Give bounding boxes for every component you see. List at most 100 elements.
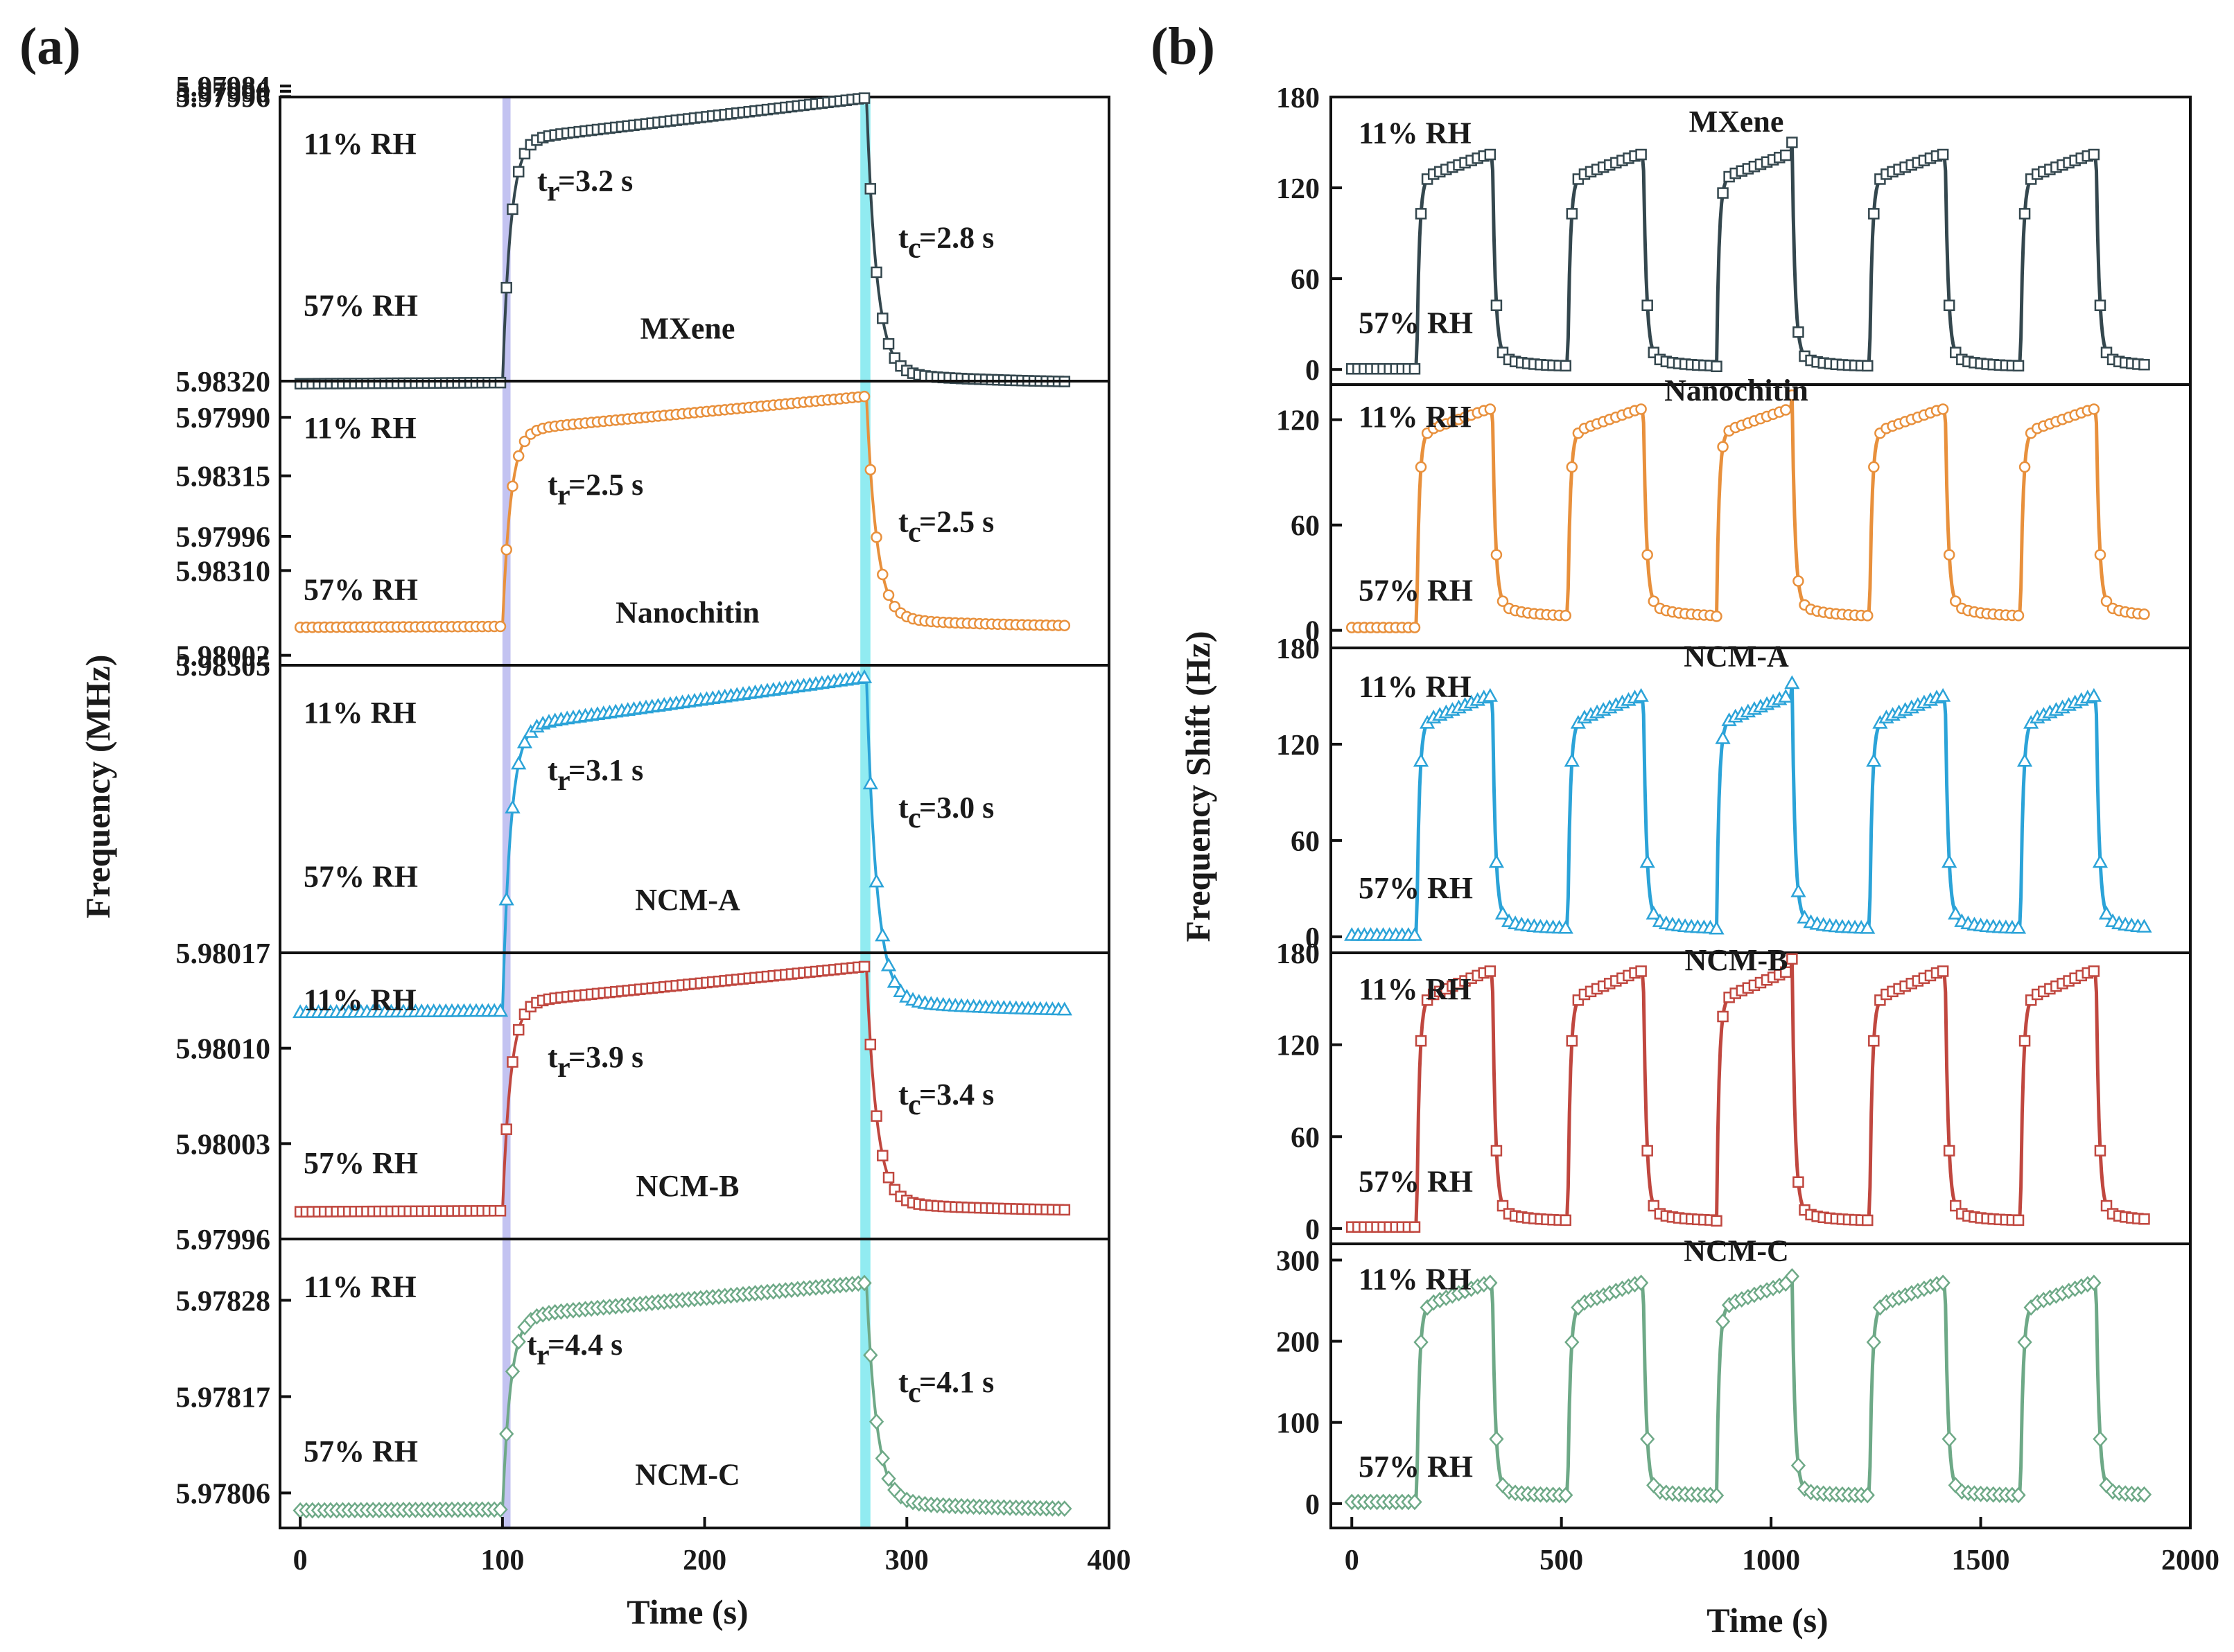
panel-b-data-point [1709, 1487, 1725, 1504]
panel-b-y-tick-label: 0 [1305, 355, 1320, 387]
panel-a-data-point [507, 203, 518, 216]
tr-subscript: r [557, 765, 570, 797]
tc-subscript: c [908, 1089, 921, 1121]
tc-subscript: c [908, 516, 921, 548]
tr-label: t [537, 164, 548, 197]
panel-a-data-point [494, 1205, 507, 1217]
tr-value: =3.2 s [558, 164, 633, 197]
panel-b-data-point [1483, 1274, 1498, 1292]
panel-b-data-point [1868, 208, 1880, 220]
panel-b-data-point [1941, 854, 1957, 868]
panel-a-data-point [877, 568, 889, 581]
panel-b-data-point [1792, 1176, 1804, 1188]
panel-b-data-point [1943, 299, 1955, 311]
panel-b-data-point [1482, 687, 1498, 702]
panel-a-data-point [887, 974, 902, 988]
annotation-57-rh: 57% RH [304, 573, 418, 607]
panel-a-data-point [518, 148, 531, 160]
panel-b-subplot-4: 0 100 200 300 11% RH 57% RH NCM-C [1276, 1234, 2192, 1529]
annotation-57-rh: 57% RH [1359, 574, 1473, 608]
panel-a-data-point [858, 390, 871, 403]
panel-b-data-point [2086, 687, 2102, 702]
panel-a-data-point [512, 450, 525, 462]
panel-a-data-point [882, 589, 895, 601]
panel-a-subplot-frame [279, 1238, 1110, 1529]
subplot-material-label: MXene [1689, 105, 1784, 139]
panel-a-data-point [877, 1150, 889, 1161]
panel-b-data-point [1868, 461, 1880, 473]
panel-b-data-point [1935, 687, 1951, 702]
annotation-11-rh: 11% RH [1359, 669, 1472, 703]
panel-b-y-tick-label: 120 [1276, 1030, 1320, 1062]
annotation-11-rh: 11% RH [304, 983, 417, 1017]
shaded-band-1 [860, 97, 871, 1528]
panel-b-data-point [1633, 687, 1649, 702]
panel-b-data-point [1560, 610, 1571, 622]
tr-label: t [548, 468, 558, 502]
panel-b-data-point [1717, 187, 1729, 199]
panel-b-data-point [1490, 1145, 1503, 1157]
panel-a-y-tick-label: 5.97806 [176, 1478, 271, 1510]
panel-a-data-point [875, 1450, 890, 1467]
panel-b-data-point [2088, 965, 2100, 977]
panel-b-data-point [1407, 1493, 1422, 1511]
tc-label: t [898, 504, 909, 538]
panel-b-data-point [1861, 360, 1874, 372]
panel-b-data-point [1943, 549, 1955, 561]
panel-b-data-point [1564, 1334, 1580, 1351]
tc-value: =2.8 s [919, 220, 994, 254]
panel-b-data-point [1778, 689, 1794, 703]
panel-b-data-point [1780, 966, 1792, 978]
panel-b-data-point [1711, 360, 1722, 373]
panel-b-data-point [1560, 1214, 1571, 1227]
panel-b-data-point [1717, 441, 1729, 453]
panel-b-data-point [1861, 610, 1874, 622]
tr-subscript: r [557, 1052, 570, 1084]
panel-b-data-point [1715, 1313, 1731, 1330]
panel-b-data-point [1792, 575, 1804, 587]
panel-b-data-point [1413, 753, 1429, 767]
panel-b-data-point [2088, 148, 2100, 161]
panel-b-data-point [2011, 1486, 2026, 1504]
panel-b-data-point [1950, 595, 1962, 607]
panel-a-data-point [494, 620, 507, 633]
panel-b-data-point [1566, 461, 1578, 473]
panel-b-x-tick-label: 1500 [1952, 1545, 2010, 1576]
panel-b-data-point [2100, 595, 2113, 607]
panel-b-subplot-2: 0 60 120 180 11% RH 57% RH NCM-A [1276, 633, 2192, 954]
panel-b-y-tick-label: 60 [1291, 1122, 1320, 1154]
panel-label-a: (a) [19, 17, 81, 76]
panel-b-data-point [1784, 1267, 1800, 1285]
annotation-57-rh: 57% RH [1359, 1450, 1473, 1484]
panel-b-data-point [1635, 403, 1647, 415]
panel-a-x-tick-label: 0 [293, 1545, 308, 1576]
panel-a-data-point [863, 1346, 878, 1364]
panel-b-y-tick-label: 120 [1276, 405, 1320, 437]
subplot-material-label: MXene [640, 312, 735, 346]
tc-value: =3.4 s [919, 1078, 994, 1111]
panel-b-y-tick-label: 200 [1276, 1327, 1320, 1359]
panel-a-data-point [512, 1023, 525, 1036]
annotation-11-rh: 11% RH [304, 411, 417, 445]
panel-b-data-point [1860, 1486, 1875, 1504]
panel-b-data-point [2086, 1274, 2102, 1292]
panel-b-data-point [1639, 854, 1655, 868]
panel-b-data-point [1780, 404, 1792, 416]
annotation-57-rh: 57% RH [1359, 1164, 1473, 1198]
panel-b-data-point [1715, 730, 1731, 744]
tr-value: =3.9 s [568, 1040, 643, 1074]
panel-b-x-axis-label: Time (s) [1707, 1601, 1828, 1640]
panel-b-data-point [2138, 608, 2150, 620]
subplot-material-label: NCM-A [635, 883, 740, 917]
panel-b-data-point [1558, 1486, 1573, 1504]
tr-label: t [548, 1040, 558, 1074]
panel-a-y-tick-label: 5.97996 [176, 82, 271, 114]
panel-a-subplot-3: 5.97996 5.98003 5.98010 5.98017 11% RH 57% RH… [176, 938, 1110, 1256]
panel-b-data-point [1484, 965, 1496, 977]
panel-a-y-tick-label: 5.98010 [176, 1034, 271, 1066]
annotation-57-rh: 57% RH [1359, 871, 1473, 905]
panel-a-x-tick-label: 400 [1088, 1545, 1131, 1576]
panel-b-data-point [1635, 148, 1647, 161]
